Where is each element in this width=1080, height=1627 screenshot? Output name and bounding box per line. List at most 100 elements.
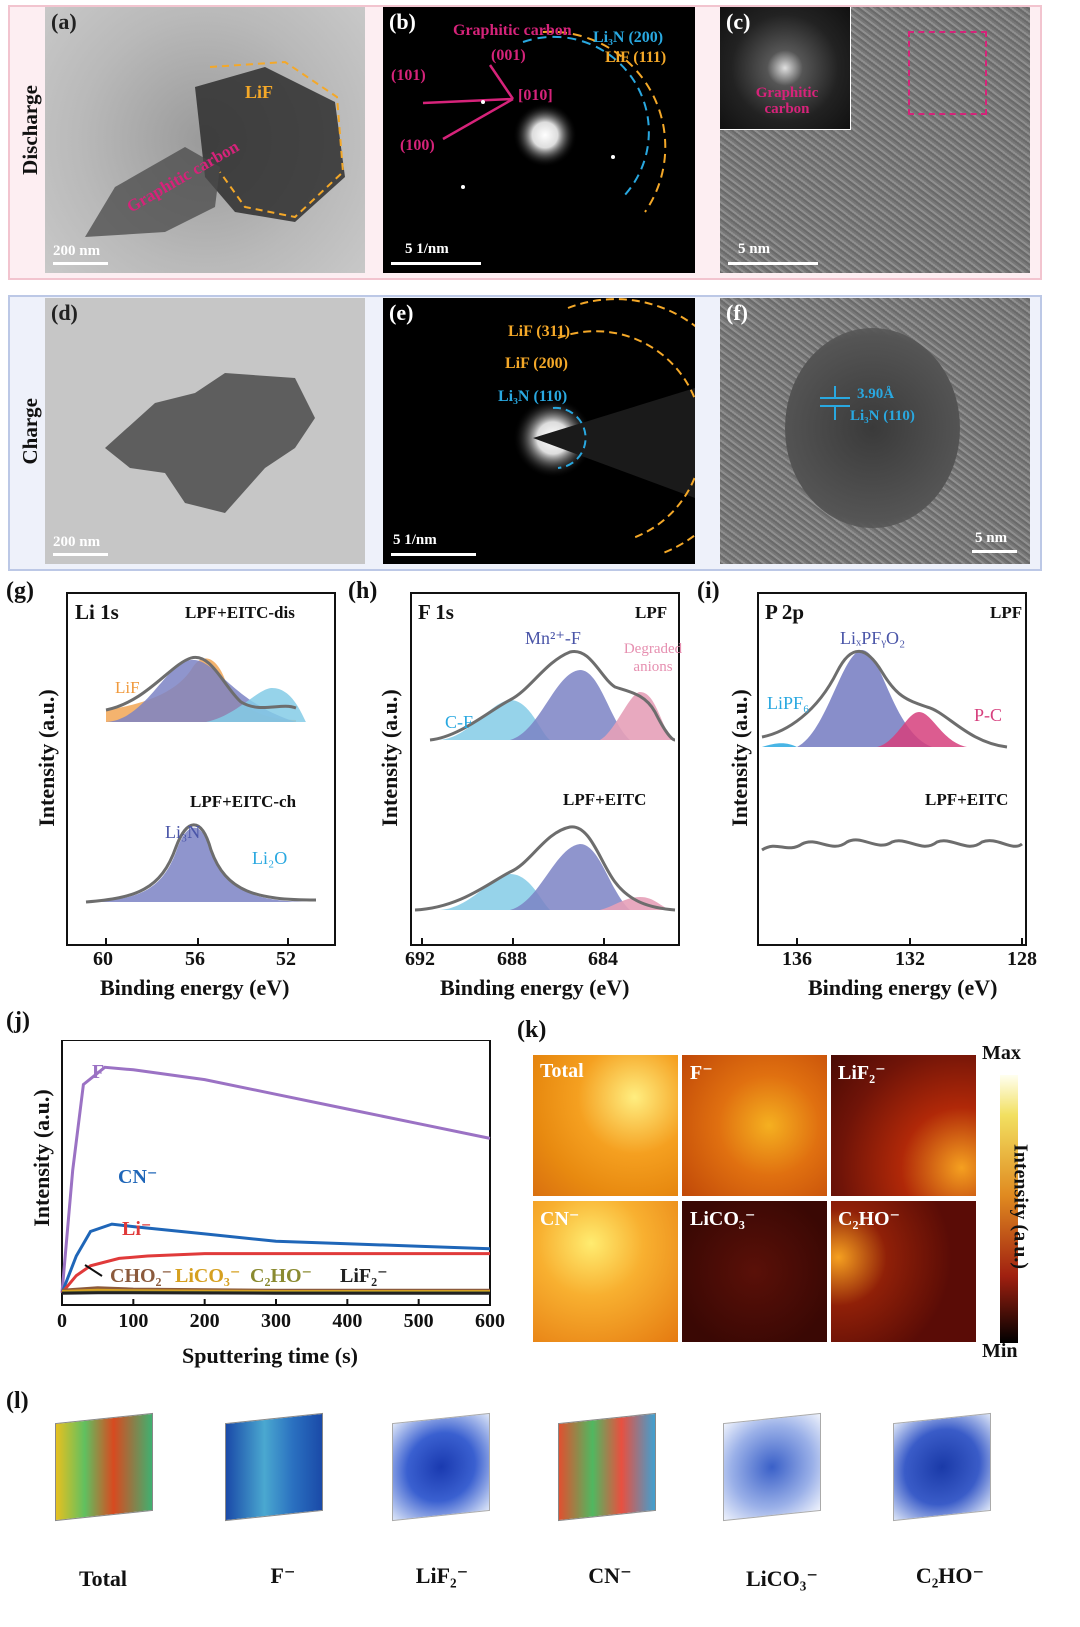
series-label-5: C₂HO⁻	[250, 1265, 312, 1287]
series-label-0: F⁻	[92, 1061, 115, 1083]
xps-g-plot	[66, 592, 336, 946]
lif-200-label: LiF (200)	[505, 355, 568, 372]
panel-g-label: (g)	[6, 578, 34, 604]
x-tick-label: 100	[118, 1310, 148, 1332]
i-core-label: P 2p	[765, 600, 805, 624]
map-total	[533, 1055, 678, 1196]
i-peak-pc: P-C	[974, 705, 1003, 725]
g-peak-li3n: Li₃N	[165, 822, 201, 842]
series-label-4: LiCO₃⁻	[175, 1265, 240, 1287]
g-tick-60: 60	[93, 948, 113, 970]
colorbar-min: Min	[982, 1340, 1018, 1362]
h-peak-cf: C-F	[445, 712, 474, 732]
series-line-0	[60, 1065, 491, 1293]
map-label-lico3: LiCO₃⁻	[690, 1208, 756, 1230]
lif-111-label: LiF (111)	[605, 49, 667, 66]
h-tick-684: 684	[588, 948, 618, 970]
charge-row-label: Charge	[18, 398, 42, 465]
cube-lico3	[723, 1412, 821, 1522]
h-tick-688: 688	[497, 948, 527, 970]
i-peak-lipf6: LiPF₆	[767, 693, 810, 713]
series-label-6: LiF₂⁻	[340, 1265, 388, 1287]
map-label-cn: CN⁻	[540, 1208, 580, 1230]
hrtem-image-f: (f) 3.90Å Li₃N (110) 5 nm	[720, 298, 1030, 564]
map-label-c2ho: C₂HO⁻	[838, 1208, 901, 1230]
map-lico3	[682, 1201, 827, 1342]
g-tick-56: 56	[185, 948, 205, 970]
x-tick-label: 200	[190, 1310, 220, 1332]
colorbar	[1000, 1075, 1018, 1343]
cube-label-total: Total	[78, 1566, 128, 1591]
cube-total	[55, 1412, 153, 1522]
zone-axis-010: [010]	[518, 87, 553, 104]
xps-g-ylabel: Intensity (a.u.)	[34, 689, 59, 827]
map-label-total: Total	[540, 1060, 584, 1082]
cube-f	[225, 1412, 323, 1522]
map-label-f: F⁻	[690, 1062, 713, 1084]
scale-bar-c	[728, 262, 818, 265]
panel-c-label: (c)	[726, 9, 751, 34]
scale-bar-a	[53, 262, 108, 265]
panel-i-label: (i)	[697, 578, 720, 604]
x-tick-label: 300	[261, 1310, 291, 1332]
h-peak-mnf: Mn²⁺-F	[525, 628, 581, 648]
cube-label-lico3: LiCO₃⁻	[746, 1566, 818, 1591]
saed-image-e: (e) LiF (311) LiF (200) Li₃N (110) 5 1/n…	[383, 298, 695, 564]
li3n-110-label-f: Li₃N (110)	[850, 408, 915, 424]
h-core-label: F 1s	[418, 600, 454, 624]
i-bottom-sample: LPF+EITC	[925, 790, 1009, 809]
i-tick-132: 132	[895, 948, 925, 970]
panel-l-label: (l)	[6, 1388, 29, 1414]
i-peak-lixpfyoz: LiₓPFᵧO₂	[840, 628, 906, 648]
zoom-box	[908, 31, 987, 115]
i-tick-136: 136	[782, 948, 812, 970]
scale-text-d: 200 nm	[53, 534, 101, 550]
panel-f-label: (f)	[726, 300, 748, 325]
map-f	[682, 1055, 827, 1196]
colorbar-label: Intensity (a.u.)	[1009, 1143, 1032, 1269]
cube-lif2	[392, 1412, 490, 1522]
x-tick-label: 500	[404, 1310, 434, 1332]
scale-bar-e	[391, 553, 476, 556]
panel-b-label: (b)	[389, 9, 416, 34]
scale-bar-f	[972, 550, 1017, 553]
x-tick-label: 0	[57, 1310, 67, 1332]
g-core-label: Li 1s	[75, 600, 119, 624]
map-lif2	[831, 1055, 976, 1196]
fft-label: Graphitic carbon	[755, 85, 819, 117]
li3n-110-label-e: Li₃N (110)	[498, 388, 568, 405]
index-001: (001)	[491, 47, 526, 64]
cube-label-lif2: LiF₂⁻	[415, 1563, 469, 1588]
colorbar-max: Max	[982, 1042, 1021, 1064]
fft-inset: Graphitic carbon	[720, 7, 851, 130]
cube-label-cn: CN⁻	[588, 1563, 632, 1588]
xps-i-ylabel: Intensity (a.u.)	[727, 689, 752, 827]
series-label-1: CN⁻	[118, 1166, 157, 1188]
d-spacing-label: 3.90Å	[857, 386, 895, 402]
xps-i-plot	[757, 592, 1027, 946]
li3n-200-label: Li₃N (200)	[593, 29, 664, 46]
xps-h-plot	[410, 592, 680, 946]
series-label-3: CHO₂⁻	[110, 1265, 172, 1287]
panel-e-label: (e)	[389, 300, 414, 325]
h-peak-degraded: Degraded anions	[623, 641, 683, 675]
x-tick-label: 400	[332, 1310, 362, 1332]
map-label-lif2: LiF₂⁻	[838, 1062, 886, 1084]
graphitic-title-b: Graphitic carbon	[453, 22, 572, 39]
xps-h-ylabel: Intensity (a.u.)	[377, 689, 402, 827]
series-line-2	[60, 1252, 490, 1294]
map-c2ho	[831, 1201, 976, 1342]
cube-label-c2ho: C₂HO⁻	[915, 1563, 985, 1588]
particle-f	[785, 328, 960, 528]
panel-k-label: (k)	[517, 1017, 547, 1043]
lif-311-label: LiF (311)	[508, 323, 571, 340]
saed-image-b: (b) Graphitic carbon (001) (101) [010] (…	[383, 7, 695, 273]
g-xlabel: Binding energy (eV)	[100, 975, 290, 1000]
map-cn	[533, 1201, 678, 1342]
lif-label-a: LiF	[245, 82, 274, 102]
panel-a-label: (a)	[51, 9, 77, 34]
depth-profile-chart: 0 100 200 300 400 500 600 F⁻ CN⁻ Li⁻ CHO₂⁻ LiCO₃⁻ C₂…	[57, 1040, 505, 1332]
scale-text-e: 5 1/nm	[393, 532, 437, 548]
panel-j-label: (j)	[6, 1008, 30, 1034]
i-tick-128: 128	[1007, 948, 1037, 970]
